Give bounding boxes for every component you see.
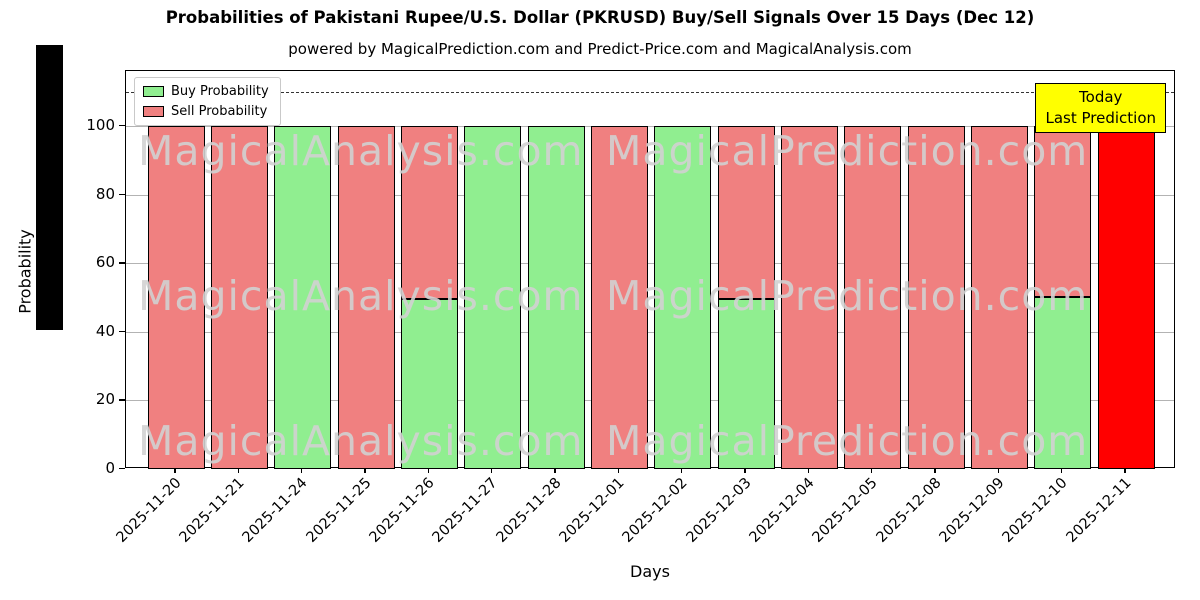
x-tick-label: 2025-12-08 [873,475,945,546]
x-tick-label: 2025-12-04 [746,475,818,546]
legend-label: Buy Probability [171,84,269,99]
x-tick-label: 2025-12-09 [936,475,1008,546]
gridline [126,263,1174,265]
x-tick-mark [617,468,620,473]
gridline [126,331,1174,333]
bar-segment-sell [147,125,205,469]
watermark-text: MagicalAnalysis.com [138,417,584,465]
today-annotation-line2: Last Prediction [1045,109,1156,127]
y-tick-label: 20 [95,390,115,409]
gridline [126,194,1174,196]
x-tick-mark [490,468,493,473]
x-tick-label: 2025-12-10 [1000,475,1071,546]
gridline [126,125,1174,127]
bar-segment-sell [337,125,395,469]
x-tick-mark [934,468,936,473]
x-tick-label: 2025-11-21 [176,475,248,546]
y-tick-mark [119,124,125,127]
bar-segment-buy [274,125,332,469]
y-tick-mark [119,330,125,333]
x-tick-label: 2025-11-27 [430,475,501,546]
x-tick-mark [554,468,556,473]
y-tick-label: 100 [86,115,115,134]
legend-item: Buy Probability [143,84,269,99]
bar-segment-sell [210,125,268,469]
bar-segment-sell [844,125,902,469]
bar-segment-buy [400,299,458,469]
legend-label: Sell Probability [171,104,268,119]
bar-segment-buy [527,125,585,469]
bar-segment-today [1097,125,1155,469]
today-annotation-line1: Today [1079,88,1123,106]
bar-segment-buy [1034,297,1092,469]
x-tick-mark [364,468,366,473]
x-tick-label: 2025-11-28 [493,475,565,546]
bar-segment-buy [654,125,712,469]
y-tick-mark [119,468,125,470]
bar-segment-buy [717,299,775,469]
x-tick-mark [237,468,240,473]
watermark-text: MagicalAnalysis.com [138,272,584,320]
y-tick-mark [119,262,125,264]
bar-segment-sell [590,125,648,469]
y-tick-label: 0 [105,459,115,477]
watermark-text: MagicalPrediction.com [606,272,1089,320]
watermark-text: MagicalAnalysis.com [138,127,584,175]
gridline [126,400,1174,402]
x-tick-label: 2025-12-05 [810,475,881,546]
x-tick-label: 2025-11-20 [113,475,185,546]
bar-segment-sell [400,125,458,300]
x-tick-mark [997,468,1000,473]
x-tick-mark [427,468,430,473]
x-tick-mark [1060,468,1063,473]
x-tick-label: 2025-12-02 [620,475,691,546]
x-tick-mark [744,468,746,473]
x-tick-label: 2025-11-26 [366,475,438,546]
watermark-text: MagicalPrediction.com [606,127,1089,175]
y-tick-label: 40 [95,321,115,340]
chart-subtitle: powered by MagicalPrediction.com and Pre… [288,40,912,58]
x-tick-mark [807,468,810,473]
legend-item: Sell Probability [143,104,269,119]
x-tick-mark [174,468,176,473]
bar-segment-sell [717,125,775,300]
x-tick-mark [870,468,873,473]
threshold-dashed-line [126,91,1174,93]
y-tick-mark [119,193,125,195]
x-tick-mark [1124,468,1126,473]
x-tick-label: 2025-11-24 [240,475,311,546]
watermark-text: MagicalPrediction.com [606,417,1089,465]
y-tick-mark [119,399,125,401]
bar-segment-sell [1034,125,1092,298]
bar-segment-sell [970,125,1028,469]
x-tick-mark [680,468,683,473]
bar-segment-buy [464,125,522,469]
y-axis-label: Probability [15,229,35,314]
x-tick-mark [300,468,303,473]
x-tick-label: 2025-12-03 [683,475,755,546]
x-tick-label: 2025-11-25 [303,475,375,546]
y-tick-label: 80 [95,184,115,203]
legend-color-patch [143,86,164,97]
chart-title: Probabilities of Pakistani Rupee/U.S. Do… [165,8,1035,27]
today-annotation: Today Last Prediction [1035,83,1166,133]
legend: Buy Probability Sell Probability [134,77,281,126]
legend-color-patch [143,106,164,117]
x-tick-label: 2025-12-11 [1063,475,1135,546]
plot-area: Buy Probability Sell Probability Today La… [125,70,1175,469]
decorative-black-rectangle [36,45,63,330]
x-tick-label: 2025-12-01 [556,475,628,546]
y-tick-label: 60 [95,253,115,272]
bar-segment-sell [907,125,965,469]
x-axis-label: Days [630,562,670,581]
bar-segment-sell [780,125,838,469]
